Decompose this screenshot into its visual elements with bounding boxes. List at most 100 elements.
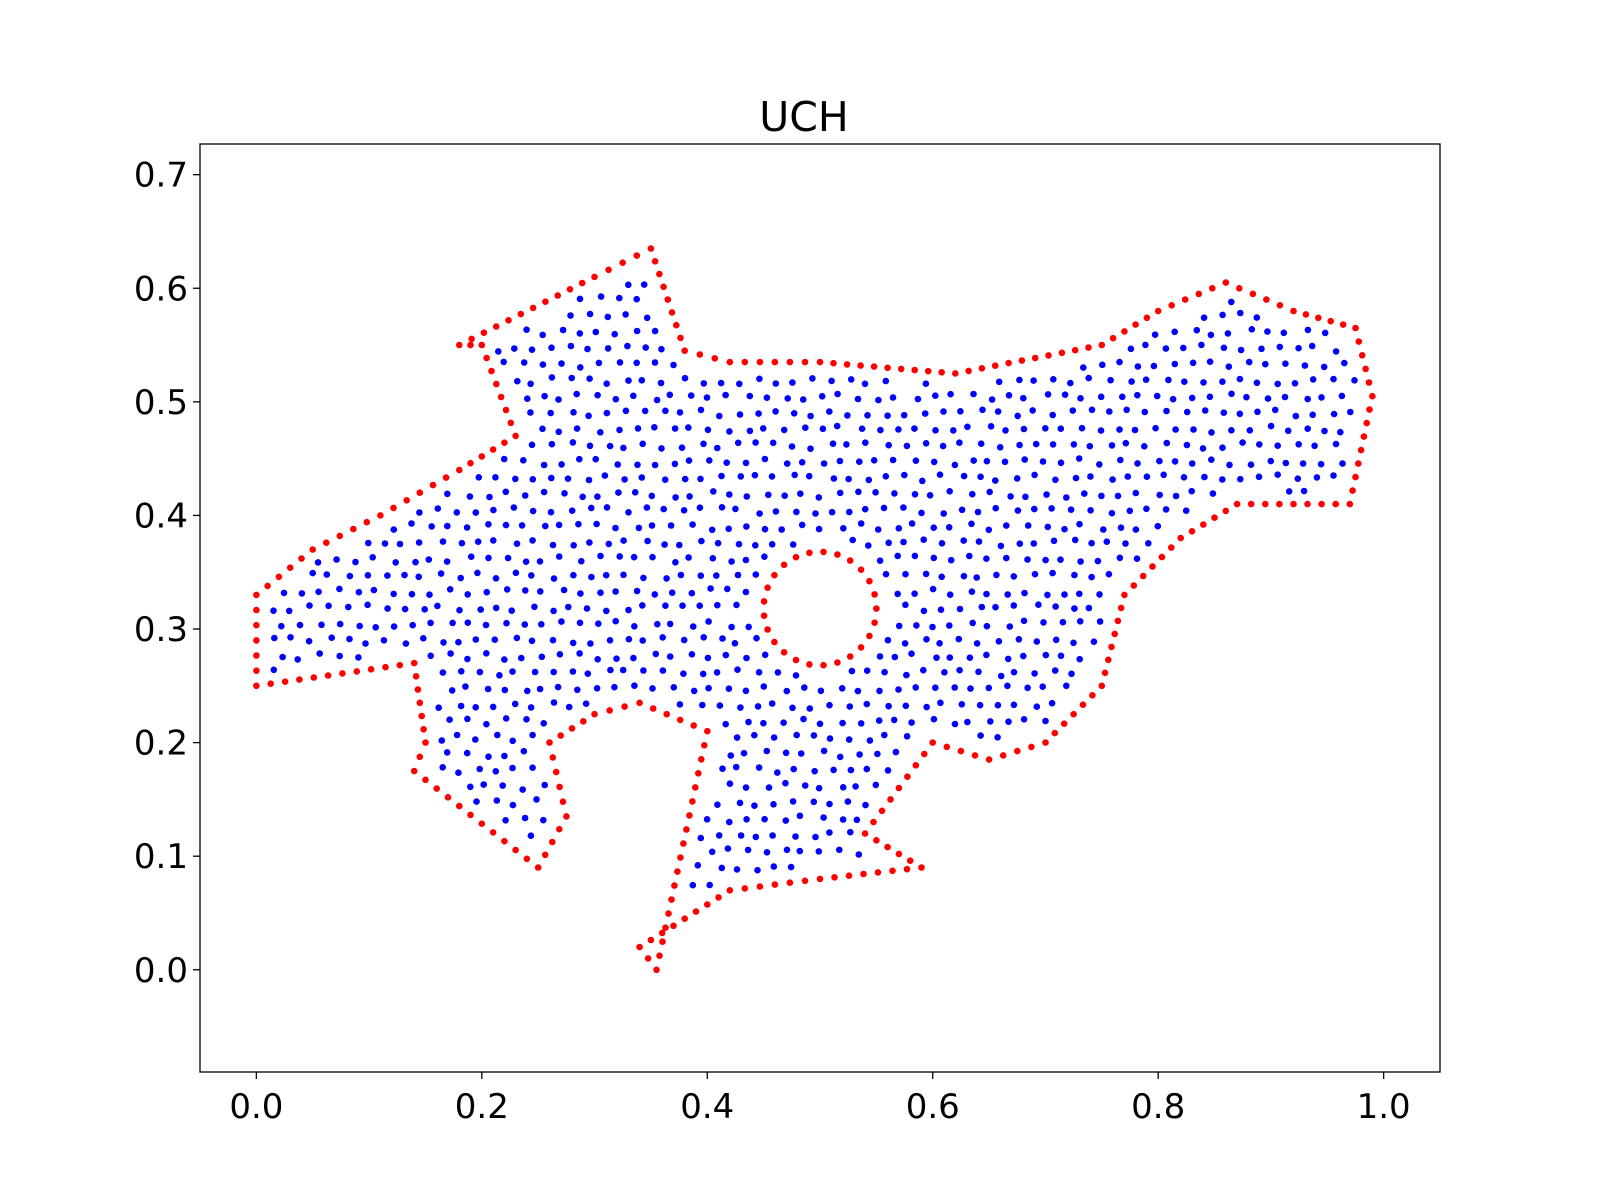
interior-point (500, 455, 508, 463)
interior-point (1172, 426, 1179, 433)
interior-point (733, 734, 741, 741)
interior-point (876, 687, 883, 695)
interior-point (920, 536, 927, 543)
interior-point (863, 765, 871, 773)
interior-point (857, 720, 865, 727)
interior-point (865, 542, 872, 549)
interior-point (1246, 427, 1254, 434)
interior-point (908, 650, 915, 657)
interior-point (528, 441, 536, 449)
boundary-point (253, 652, 260, 659)
interior-point (858, 425, 866, 433)
interior-point (789, 541, 797, 548)
x-tick-label: 0.8 (1131, 1087, 1185, 1127)
interior-point (428, 523, 436, 530)
interior-point (318, 621, 325, 629)
interior-point (756, 375, 763, 383)
interior-point (783, 687, 791, 695)
interior-point (1180, 344, 1187, 352)
interior-point (938, 540, 946, 547)
interior-point (1004, 655, 1012, 663)
interior-point (772, 508, 780, 515)
interior-point (1020, 394, 1027, 402)
boundary-point (253, 637, 260, 644)
interior-point (270, 607, 277, 614)
interior-point (521, 492, 529, 499)
interior-point (765, 491, 772, 499)
interior-point (895, 686, 902, 693)
interior-point (523, 326, 530, 334)
interior-point (474, 569, 481, 577)
boundary-point (665, 910, 672, 917)
interior-point (625, 377, 632, 384)
interior-point (974, 508, 982, 516)
boundary-point (580, 718, 587, 725)
interior-point (659, 667, 667, 674)
boundary-point (918, 864, 925, 871)
boundary-point (1071, 346, 1079, 354)
interior-point (427, 652, 435, 660)
interior-point (1033, 638, 1041, 645)
interior-point (960, 572, 968, 580)
boundary-point (668, 896, 675, 903)
boundary-point (857, 362, 864, 369)
interior-point (722, 651, 730, 659)
interior-point (514, 377, 521, 385)
interior-point (648, 522, 656, 529)
interior-point (956, 439, 963, 447)
interior-point (586, 442, 594, 450)
boundary-point (429, 481, 437, 489)
boundary-point (676, 716, 684, 724)
interior-point (620, 537, 627, 544)
interior-point (789, 704, 796, 712)
interior-point (903, 442, 911, 450)
boundary-point (1149, 563, 1156, 570)
interior-point (846, 703, 854, 710)
interior-point (726, 491, 733, 498)
interior-point (362, 640, 369, 647)
interior-point (464, 655, 471, 663)
interior-point (287, 634, 294, 641)
interior-point (356, 622, 364, 630)
boundary-point (1262, 500, 1269, 508)
interior-point (483, 650, 490, 657)
interior-point (885, 539, 892, 547)
interior-point (688, 651, 696, 658)
interior-point (681, 374, 689, 382)
boundary-point (690, 722, 697, 729)
interior-point (576, 455, 583, 463)
interior-point (346, 635, 353, 643)
interior-point (555, 428, 563, 436)
interior-point (994, 408, 1002, 415)
interior-point (1142, 341, 1149, 349)
boundary-point (377, 512, 384, 519)
interior-point (1291, 380, 1299, 387)
interior-point (1220, 409, 1228, 417)
interior-point (518, 654, 525, 662)
y-tick-label: 0.5 (134, 383, 188, 423)
interior-point (861, 380, 869, 388)
interior-point (1016, 441, 1023, 449)
interior-point (1005, 392, 1013, 399)
boundary-point (1181, 296, 1189, 303)
interior-point (919, 477, 926, 485)
interior-point (593, 520, 600, 528)
interior-point (1237, 309, 1244, 317)
interior-point (1016, 376, 1023, 384)
interior-point (1049, 441, 1057, 448)
boundary-point (467, 341, 474, 349)
interior-point (902, 601, 909, 609)
interior-point (547, 409, 554, 417)
interior-point (612, 395, 620, 403)
boundary-point (704, 727, 711, 735)
boundary-point (523, 855, 531, 863)
interior-point (714, 601, 721, 609)
boundary-point (786, 358, 794, 366)
interior-point (1226, 461, 1233, 469)
interior-point (754, 703, 762, 710)
interior-point (510, 504, 518, 511)
boundary-point (1355, 338, 1363, 345)
boundary-point (422, 776, 429, 784)
boundary-point (353, 668, 361, 675)
interior-point (504, 554, 512, 562)
